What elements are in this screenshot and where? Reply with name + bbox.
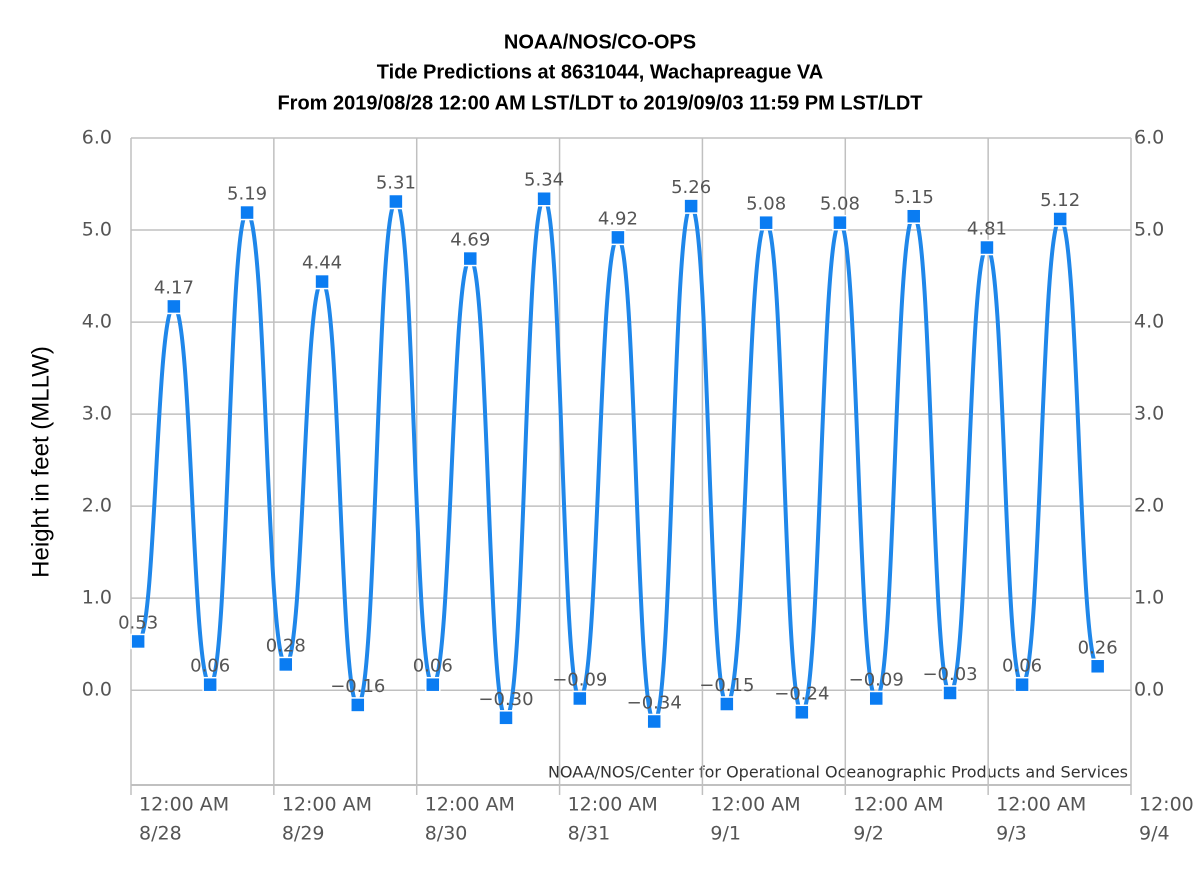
marker <box>202 676 218 693</box>
data-label: −0.09 <box>849 669 904 690</box>
data-label: 5.12 <box>1040 190 1080 211</box>
marker <box>278 656 294 673</box>
data-label: −0.03 <box>922 664 977 685</box>
marker <box>610 229 626 246</box>
marker <box>166 298 182 315</box>
x-tick-label: 8/28 <box>139 823 182 845</box>
x-tick-label: 9/4 <box>1139 823 1170 845</box>
marker <box>758 214 774 231</box>
tide-line <box>136 196 1100 724</box>
data-label: 5.34 <box>524 170 564 191</box>
data-label: 4.92 <box>598 208 638 229</box>
data-label: −0.16 <box>330 676 385 697</box>
data-label: 5.08 <box>746 194 786 215</box>
marker <box>130 633 146 650</box>
x-tick-label: 12:00 AM <box>853 794 943 816</box>
y2-tick-label: 6.0 <box>1134 127 1164 149</box>
marker <box>572 690 588 707</box>
data-label: 0.28 <box>266 635 306 656</box>
data-label: 0.06 <box>413 656 453 677</box>
data-label: 5.26 <box>671 177 711 198</box>
marker <box>794 704 810 721</box>
x-tick-label: 12:00 AM <box>996 794 1086 816</box>
data-label: −0.34 <box>627 692 682 713</box>
y-tick-label: 4.0 <box>82 311 112 333</box>
credit: NOAA/NOS/Center for Operational Oceanogr… <box>548 763 1128 782</box>
y-axis-label: Height in feet (MLLW) <box>27 346 54 578</box>
marker <box>1052 211 1068 227</box>
marker <box>388 193 404 210</box>
data-label: 0.26 <box>1078 637 1118 658</box>
data-label: 4.17 <box>154 277 194 298</box>
x-tick-label: 8/29 <box>282 823 325 845</box>
x-tick-label: 12:00 AM <box>568 794 658 816</box>
y2-tick-label: 3.0 <box>1134 403 1164 425</box>
x-tick-label: 12:00 <box>1139 794 1194 816</box>
marker <box>683 198 699 214</box>
marker <box>942 685 958 701</box>
y2-tick-label: 1.0 <box>1134 587 1164 609</box>
marker <box>719 696 735 712</box>
marker <box>905 208 922 224</box>
marker <box>1014 676 1030 693</box>
x-tick-label: 9/1 <box>710 823 741 845</box>
data-label: 5.19 <box>227 184 267 205</box>
x-tick-label: 12:00 AM <box>425 794 515 816</box>
marker <box>979 239 995 256</box>
data-label: 4.81 <box>967 219 1007 240</box>
marker <box>1089 658 1106 675</box>
data-label: 0.06 <box>1002 656 1042 677</box>
y-tick-label: 5.0 <box>82 219 112 241</box>
y-tick-label: 6.0 <box>82 127 112 149</box>
chart-subtitle: Tide Predictions at 8631044, Wachapreagu… <box>377 61 823 83</box>
marker <box>868 690 884 707</box>
marker <box>239 204 255 221</box>
y-tick-label: 0.0 <box>82 679 112 701</box>
marker <box>462 250 479 267</box>
data-label: 0.53 <box>118 612 158 633</box>
marker <box>350 697 366 713</box>
marker <box>314 273 330 290</box>
y-tick-label: 2.0 <box>82 495 112 517</box>
y2-tick-label: 5.0 <box>1134 219 1164 241</box>
x-tick-label: 9/2 <box>853 823 884 845</box>
x-tick-label: 8/31 <box>568 823 611 845</box>
marker <box>646 713 662 730</box>
marker <box>536 190 552 207</box>
x-tick-label: 12:00 AM <box>710 794 800 816</box>
data-label: −0.30 <box>478 689 533 710</box>
x-tick-label: 9/3 <box>996 823 1027 845</box>
data-label: −0.24 <box>774 683 829 704</box>
x-tick-label: 12:00 AM <box>282 794 372 816</box>
y-tick-label: 1.0 <box>82 587 112 609</box>
x-tick-label: 8/30 <box>425 823 468 845</box>
chart-subtitle: From 2019/08/28 12:00 AM LST/LDT to 2019… <box>277 92 922 114</box>
data-label: 5.08 <box>820 194 860 215</box>
data-label: 5.31 <box>376 173 416 194</box>
y-tick-label: 3.0 <box>82 403 112 425</box>
data-label: 4.44 <box>302 253 342 274</box>
data-label: −0.09 <box>552 669 607 690</box>
x-tick-label: 12:00 AM <box>139 794 229 816</box>
data-label: 4.69 <box>450 230 490 251</box>
chart-title: NOAA/NOS/CO-OPS <box>504 31 696 53</box>
data-label: 0.06 <box>190 656 230 677</box>
marker <box>832 214 848 231</box>
y2-tick-label: 4.0 <box>1134 311 1164 333</box>
data-label: −0.15 <box>699 675 754 696</box>
marker <box>498 710 514 726</box>
y2-tick-label: 0.0 <box>1134 679 1164 701</box>
data-label: 5.15 <box>894 187 934 208</box>
marker <box>425 676 441 693</box>
y2-tick-label: 2.0 <box>1134 495 1164 517</box>
